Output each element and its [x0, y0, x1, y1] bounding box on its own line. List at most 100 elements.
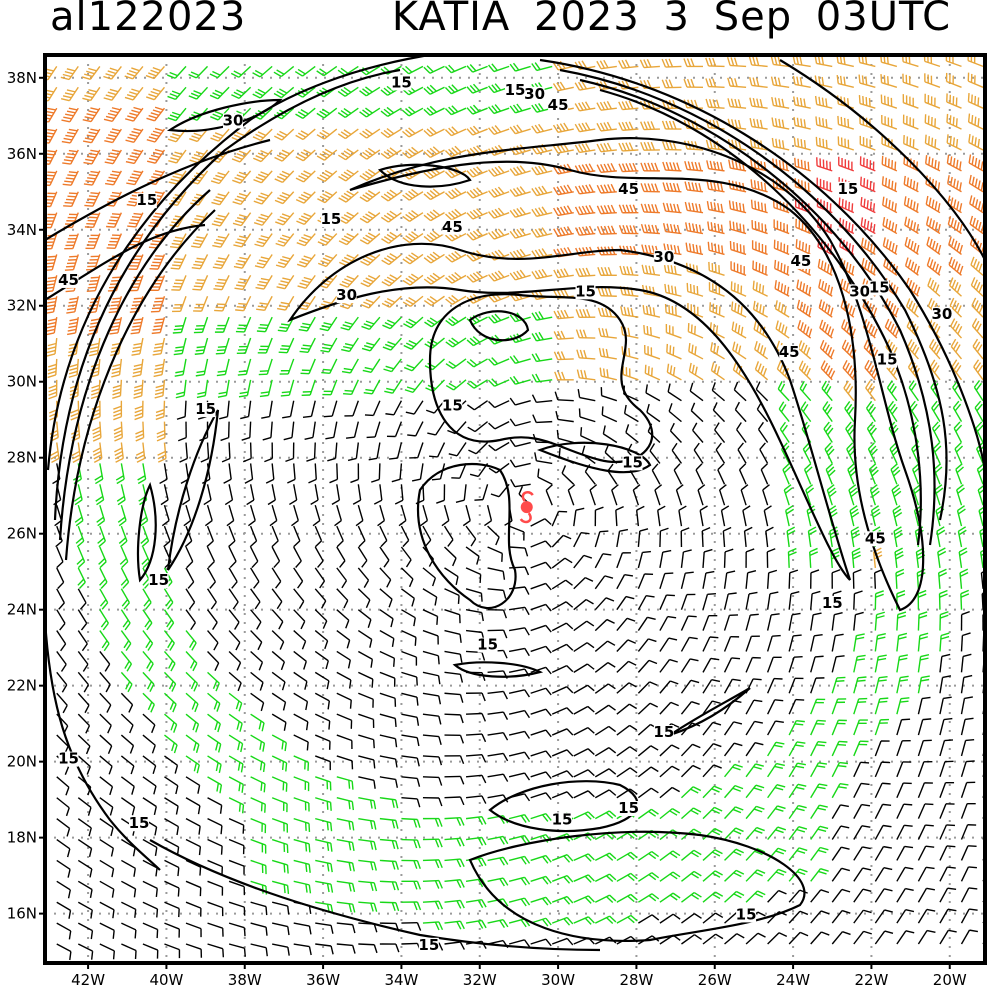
wind-barb	[401, 692, 419, 706]
wind-barb	[207, 734, 222, 753]
wind-barb	[637, 528, 649, 548]
wind-barb	[316, 107, 338, 119]
wind-barb	[896, 611, 907, 631]
wind-barb	[939, 675, 952, 694]
wind-barb	[381, 231, 402, 244]
wind-barb	[759, 442, 769, 464]
wind-barb	[183, 504, 192, 527]
wind-barb	[379, 525, 388, 548]
wind-barb	[853, 825, 871, 840]
wind-barb	[685, 222, 704, 235]
wind-barb	[146, 148, 166, 164]
wind-barb	[810, 740, 827, 757]
wind-barb	[669, 422, 682, 443]
wind-barb	[114, 442, 124, 463]
wind-barb	[573, 507, 585, 527]
wind-barb	[574, 225, 596, 236]
wind-barb	[509, 227, 531, 239]
wind-barb	[331, 484, 341, 505]
wind-barb	[146, 127, 166, 143]
wind-barb	[277, 316, 295, 333]
wind-barb	[732, 361, 747, 381]
wind-barb	[767, 932, 788, 945]
wind-barb	[444, 775, 465, 785]
wind-barb	[680, 527, 690, 548]
wind-barb	[422, 776, 443, 786]
wind-barb	[468, 442, 489, 455]
wind-barb	[99, 692, 112, 713]
wind-barb	[697, 484, 706, 506]
wind-barb	[659, 808, 681, 820]
wind-barb	[751, 240, 768, 256]
wind-barb	[810, 867, 829, 882]
wind-barb	[917, 675, 930, 694]
wind-barb	[322, 379, 338, 396]
wind-barb	[874, 909, 893, 924]
wind-barb	[357, 609, 372, 628]
wind-barb	[99, 818, 114, 837]
lon-tick-label: 28W	[619, 971, 653, 989]
wind-barb	[509, 627, 530, 636]
wind-barb	[917, 696, 931, 715]
wind-barb	[680, 658, 699, 673]
wind-barb	[137, 463, 147, 485]
wind-barb	[293, 922, 312, 935]
wind-barb	[795, 239, 812, 256]
wind-barb	[702, 700, 721, 715]
wind-barb	[320, 337, 338, 353]
wind-barb	[710, 362, 725, 381]
wind-barb	[637, 659, 658, 673]
wind-barb	[315, 880, 334, 893]
wind-barb	[825, 463, 836, 485]
wind-barb	[598, 327, 617, 339]
wind-barb	[117, 504, 127, 527]
wind-barb	[185, 859, 202, 876]
wind-barb	[336, 713, 353, 729]
wind-barb	[422, 838, 443, 848]
wind-barb	[724, 890, 745, 903]
wind-barb	[164, 755, 179, 774]
wind-barb	[194, 337, 209, 355]
wind-barb	[662, 223, 682, 235]
wind-barb	[444, 145, 467, 158]
wind-barb	[865, 380, 876, 402]
wind-barb	[77, 692, 90, 714]
wind-barb	[766, 548, 776, 568]
wind-barb	[831, 909, 851, 924]
wind-barb	[142, 671, 155, 693]
wind-barb	[487, 877, 509, 887]
wind-barb	[77, 755, 91, 775]
wind-barb	[164, 859, 180, 877]
wind-barb	[293, 588, 305, 609]
wind-barb	[530, 813, 552, 822]
wind-barb	[766, 677, 783, 694]
wind-barb	[947, 195, 963, 214]
lon-tick-label: 20W	[933, 971, 967, 989]
wind-barb	[259, 379, 273, 398]
wind-barb	[444, 609, 461, 624]
wind-barb	[60, 65, 79, 81]
wind-barb	[402, 188, 424, 201]
wind-barb	[732, 341, 747, 360]
wind-barb	[678, 505, 687, 527]
wind-barb	[206, 546, 216, 569]
wind-barb	[573, 874, 595, 883]
wind-barb	[103, 107, 122, 123]
wind-barb	[680, 615, 697, 631]
isotach-contour	[53, 68, 401, 521]
wind-barb	[488, 165, 510, 177]
wind-barb	[422, 609, 439, 625]
wind-barb	[188, 86, 209, 100]
wind-barb	[873, 568, 883, 589]
wind-barb	[250, 901, 268, 916]
wind-barb	[640, 223, 660, 235]
wind-barb	[724, 848, 744, 861]
wind-barb	[423, 209, 445, 222]
wind-barb	[231, 86, 252, 100]
wind-barb	[551, 557, 573, 569]
wind-barb	[394, 484, 404, 505]
wind-barb	[907, 339, 920, 360]
wind-barb	[915, 547, 926, 568]
wind-barb	[924, 114, 941, 130]
wind-barb	[210, 170, 230, 185]
